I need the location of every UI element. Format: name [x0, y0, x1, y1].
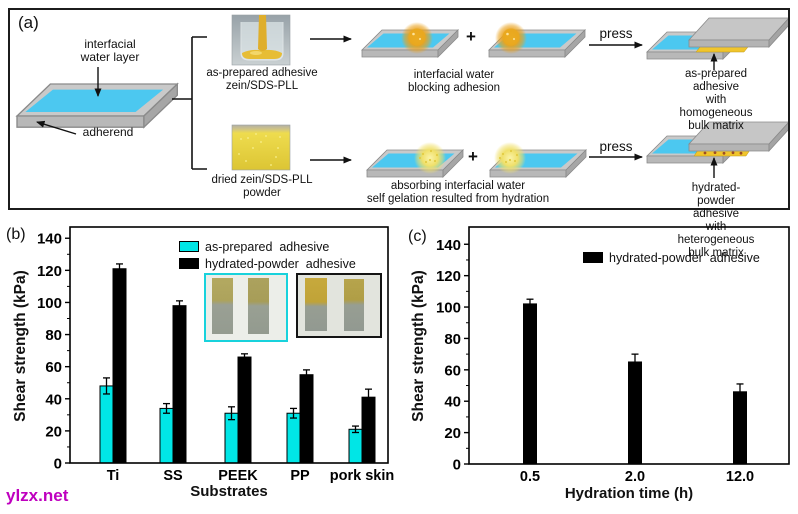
substrate-strip [248, 278, 269, 334]
panel-b-chart: (b) Shear strength (kPa) Substrates as-p… [0, 218, 400, 514]
bar [286, 412, 301, 464]
bar [733, 391, 747, 465]
legend-entry-as-prepared: as-prepared adhesive [179, 238, 356, 255]
panel-a-scheme: (a) interfacial water layer adherend as-… [8, 8, 790, 259]
x-category-label: 0.5 [520, 469, 540, 485]
chart-b-plot: 0 20 40 60 80 100 120 140 Ti SS PEEK PP pork skin [37, 226, 394, 484]
panel-c-y-axis-label: Shear strength (kPa) [410, 270, 427, 422]
bar [299, 374, 314, 464]
bar [523, 303, 537, 465]
y-tick-label: 80 [444, 331, 461, 348]
step1-caption: interfacial water blocking adhesion [407, 69, 501, 94]
result1-caption: as-prepared adhesive with homogeneous bu… [679, 68, 753, 132]
press1-label: press [599, 26, 633, 41]
y-tick-label: 0 [54, 456, 62, 473]
inset-photo-as-prepared-substrates [204, 273, 288, 342]
y-tick-label: 60 [45, 359, 62, 376]
x-category-label: pork skin [330, 468, 394, 484]
scheme-graphic [16, 14, 788, 178]
panel-a-label: (a) [18, 13, 39, 32]
substrate-strip [344, 279, 364, 331]
bar [361, 396, 376, 464]
bar [172, 305, 187, 464]
bar [159, 407, 174, 464]
y-tick-label: 140 [37, 231, 62, 248]
y-tick-label: 40 [45, 391, 62, 408]
y-tick-label: 20 [444, 425, 461, 442]
bar [224, 412, 239, 464]
panel-b-legend: as-prepared adhesive hydrated-powder adh… [179, 238, 356, 272]
plot-frame [69, 226, 389, 464]
panel-c-x-axis-label: Hydration time (h) [564, 485, 694, 502]
y-tick-label: 100 [37, 295, 62, 312]
x-category-label: PEEK [218, 468, 258, 484]
plot-frame [468, 226, 790, 465]
chart-c-plot: 0 20 40 60 80 100 120 140 0.5 2.0 12.0 [436, 226, 790, 485]
plus1-sign: + [466, 27, 476, 46]
y-tick-label: 140 [436, 237, 461, 254]
substrate-strip [305, 278, 327, 331]
bar [237, 356, 252, 464]
legend-entry-hydrated: hydrated-powder adhesive [583, 249, 760, 266]
panel-b-label: (b) [6, 226, 26, 243]
panel-b-x-axis-label: Substrates [190, 483, 268, 500]
press2-label: press [599, 139, 633, 154]
panel-c-label: (c) [408, 228, 427, 245]
legend-label-hydrated: hydrated-powder adhesive [205, 256, 356, 271]
panel-b-y-axis-label: Shear strength (kPa) [12, 270, 29, 422]
legend-entry-hydrated: hydrated-powder adhesive [179, 255, 356, 272]
inset-photo-hydrated-substrates [296, 273, 382, 338]
bar [99, 385, 114, 464]
y-tick-label: 60 [444, 362, 461, 379]
substrate-strip [212, 278, 233, 334]
y-tick-label: 120 [436, 268, 461, 285]
bar [112, 268, 127, 464]
water-layer-label: interfacial water layer [80, 37, 140, 64]
legend-swatch-black [179, 258, 199, 269]
y-tick-label: 20 [45, 423, 62, 440]
x-category-label: 2.0 [625, 469, 645, 485]
legend-swatch-black [583, 252, 603, 263]
bar [628, 361, 642, 465]
legend-label-as-prepared: as-prepared adhesive [205, 239, 330, 254]
powder-caption: dried zein/SDS-PLL powder [211, 174, 313, 199]
panel-c-chart: (c) Shear strength (kPa) Hydration time … [400, 218, 798, 514]
plus2-sign: + [468, 147, 478, 166]
legend-swatch-cyan [179, 241, 199, 252]
x-category-label: Ti [107, 468, 120, 484]
legend-label-hydrated: hydrated-powder adhesive [609, 250, 760, 265]
y-tick-label: 80 [45, 327, 62, 344]
x-category-label: PP [290, 468, 310, 484]
y-tick-label: 120 [37, 263, 62, 280]
x-category-label: 12.0 [726, 469, 754, 485]
x-category-label: SS [163, 468, 183, 484]
y-tick-label: 0 [453, 457, 461, 474]
y-tick-label: 100 [436, 300, 461, 317]
watermark: ylzx.net [6, 486, 69, 505]
vial-caption: as-prepared adhesive zein/SDS-PLL [206, 67, 318, 92]
step2-caption: absorbing interfacial water self gelatio… [366, 180, 550, 205]
bar [348, 428, 363, 464]
panel-c-legend: hydrated-powder adhesive [583, 249, 760, 266]
y-tick-label: 40 [444, 394, 461, 411]
adherend-label: adherend [82, 125, 134, 139]
